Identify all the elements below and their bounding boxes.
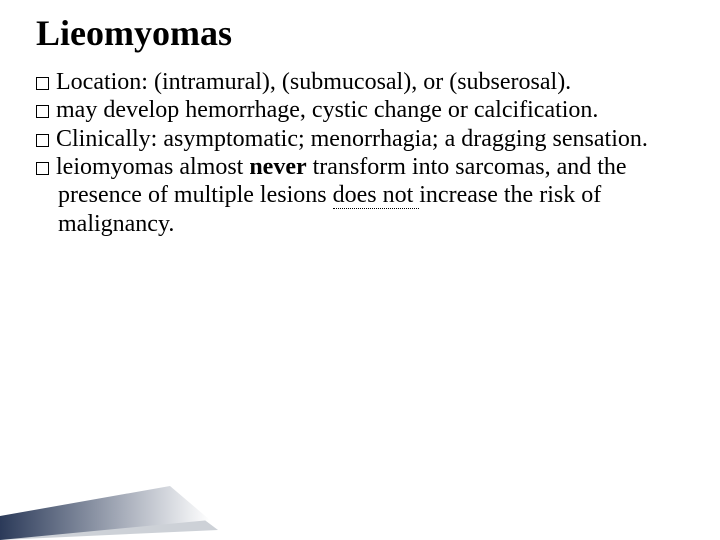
bullet-lead: Location: (56, 69, 148, 95)
accent-bar (0, 486, 210, 540)
square-bullet-icon (36, 105, 49, 118)
bullet-item: leiomyomas almost never transform into s… (58, 153, 684, 238)
accent-svg (0, 486, 240, 540)
bullet-item: Location: (intramural), (submucosal), or… (58, 68, 684, 96)
slide-body: Location: (intramural), (submucosal), or… (36, 68, 684, 238)
square-bullet-icon (36, 162, 49, 175)
bullet-item: Clinically: asymptomatic; menorrhagia; a… (58, 125, 684, 153)
bullet-rest: (intramural), (submucosal), or (subseros… (148, 69, 571, 95)
bullet-item: may develop hemorrhage, cystic change or… (58, 96, 684, 124)
accent-shadow (0, 494, 218, 540)
bullet-lead: Clinically: (56, 126, 157, 152)
corner-accent (0, 486, 240, 540)
bullet-rest: develop hemorrhage, cystic change or cal… (97, 97, 598, 123)
bullet-lead: leiomyomas (56, 154, 173, 180)
bullet-text: almost (173, 154, 249, 180)
slide-title: Lieomyomas (36, 12, 684, 54)
bullet-rest: asymptomatic; menorrhagia; a dragging se… (157, 126, 648, 152)
bullet-lead: may (56, 97, 97, 123)
square-bullet-icon (36, 77, 49, 90)
bullet-dotted: does not (333, 182, 420, 209)
slide: Lieomyomas Location: (intramural), (subm… (0, 0, 720, 540)
square-bullet-icon (36, 134, 49, 147)
bullet-bold: never (249, 154, 306, 180)
